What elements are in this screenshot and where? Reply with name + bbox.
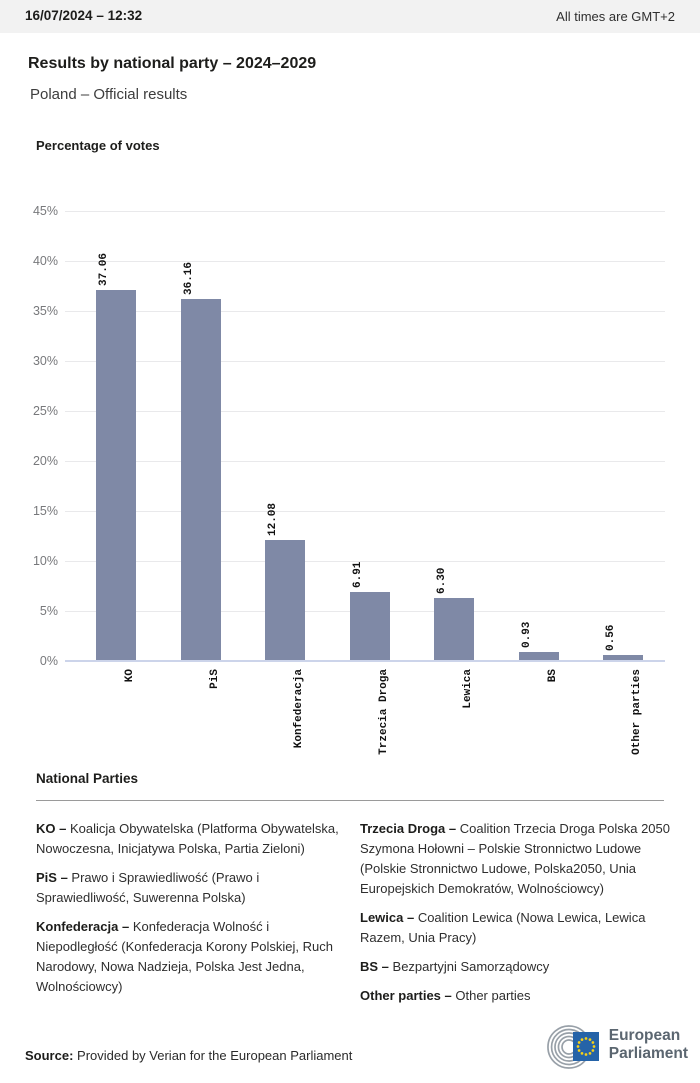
party-entry: BS – Bezpartyjni Samorządowcy — [360, 959, 550, 974]
y-tick-label: 30% — [32, 354, 58, 368]
party-entry: Lewica – Coalition Lewica (Nowa Lewica, … — [360, 910, 646, 945]
gridline — [65, 411, 665, 412]
european-parliament-logo: European Parliament — [543, 1021, 688, 1069]
y-tick-label: 10% — [32, 554, 58, 568]
ep-logo-text: European Parliament — [609, 1027, 688, 1063]
gridline — [65, 211, 665, 212]
party-abbr: Lewica – — [360, 910, 415, 925]
top-bar: 16/07/2024 – 12:32 All times are GMT+2 — [0, 0, 700, 33]
bar-other-parties — [603, 655, 643, 661]
y-tick-label: 25% — [32, 404, 58, 418]
plot-area: 37.06 KO 36.16 PiS 12.08 Konfederacja 6.91 Trze… — [65, 211, 665, 755]
bar-lewica — [434, 598, 474, 661]
y-axis-labels: 0% 5% 10% 15% 20% 25% 30% 35% 40% 45% — [18, 204, 58, 668]
bar-ko — [96, 290, 136, 661]
party-abbr: BS – — [360, 959, 389, 974]
bar-pis — [180, 299, 221, 661]
bar-value-label: 0.56 — [605, 624, 617, 652]
bar-trzecia-droga — [349, 591, 390, 661]
bar-value-label: 12.08 — [267, 503, 279, 537]
y-tick-label: 40% — [32, 254, 58, 268]
chart-title: Percentage of votes — [36, 138, 160, 153]
section-divider — [36, 800, 664, 801]
ep-logo-line2: Parliament — [608, 1045, 688, 1062]
y-tick-label: 20% — [32, 454, 58, 468]
gridline — [65, 311, 665, 312]
gridline — [65, 361, 665, 362]
bar-value-label: 6.91 — [351, 561, 364, 588]
x-axis-line — [65, 660, 665, 662]
gridline — [65, 461, 665, 462]
party-entry: Trzecia Droga – Coalition Trzecia Droga … — [360, 821, 670, 896]
bar-value-label: 0.93 — [520, 621, 533, 648]
page-title: Results by national party – 2024–2029 — [28, 55, 317, 72]
y-tick-label: 35% — [32, 304, 58, 318]
y-tick-label: 5% — [39, 604, 58, 618]
bar-category-label: Trzecia Droga — [377, 669, 390, 755]
party-abbr: PiS – — [36, 870, 68, 885]
party-entry: PiS – Prawo i Sprawiedliwość (Prawo i Sp… — [36, 870, 260, 905]
source-label: Source: — [25, 1048, 74, 1063]
gridline — [65, 561, 665, 562]
gridline — [65, 261, 665, 262]
ep-logo-line1: European — [608, 1027, 681, 1044]
party-abbr: Other parties – — [360, 988, 452, 1003]
bar-category-label: Lewica — [462, 669, 474, 709]
bar-category-label: BS — [546, 669, 559, 683]
party-abbr: Trzecia Droga – — [360, 821, 457, 836]
y-tick-label: 0% — [39, 654, 58, 668]
party-abbr: KO – — [36, 821, 67, 836]
bar-konfederacja — [265, 540, 305, 661]
bar-category-label: Other parties — [631, 669, 643, 755]
bar-category-label: Konfederacja — [293, 669, 305, 749]
page-subtitle: Poland – Official results — [30, 86, 188, 103]
party-entry: Other parties – Other parties — [360, 988, 531, 1003]
ep-hemicycle-icon — [546, 1025, 599, 1069]
report-datetime: 16/07/2024 – 12:32 — [25, 8, 143, 23]
source-text: Provided by Verian for the European Parl… — [77, 1048, 353, 1063]
bar-category-label: KO — [124, 669, 136, 683]
y-tick-label: 15% — [32, 504, 58, 518]
bar-category-label: PiS — [208, 669, 221, 689]
bar-value-label: 36.16 — [182, 262, 195, 296]
party-list-right: Trzecia Droga – Coalition Trzecia Droga … — [360, 819, 675, 1015]
party-abbr: Konfederacja – — [36, 919, 130, 934]
bar-bs — [518, 651, 559, 661]
eu-flag-stars — [576, 1037, 596, 1056]
national-parties-heading: National Parties — [36, 771, 139, 786]
bar-value-label: 37.06 — [98, 253, 110, 287]
timezone-note: All times are GMT+2 — [556, 9, 675, 24]
party-entry: Konfederacja – Konfederacja Wolność i Ni… — [36, 919, 333, 994]
bar-value-label: 6.30 — [436, 567, 448, 594]
gridline — [65, 511, 665, 512]
y-tick-label: 45% — [32, 204, 58, 218]
source-note: Source: Provided by Verian for the Europ… — [25, 1048, 352, 1063]
party-list-left: KO – Koalicja Obywatelska (Platforma Oby… — [36, 819, 346, 1006]
party-entry: KO – Koalicja Obywatelska (Platforma Oby… — [36, 821, 339, 856]
